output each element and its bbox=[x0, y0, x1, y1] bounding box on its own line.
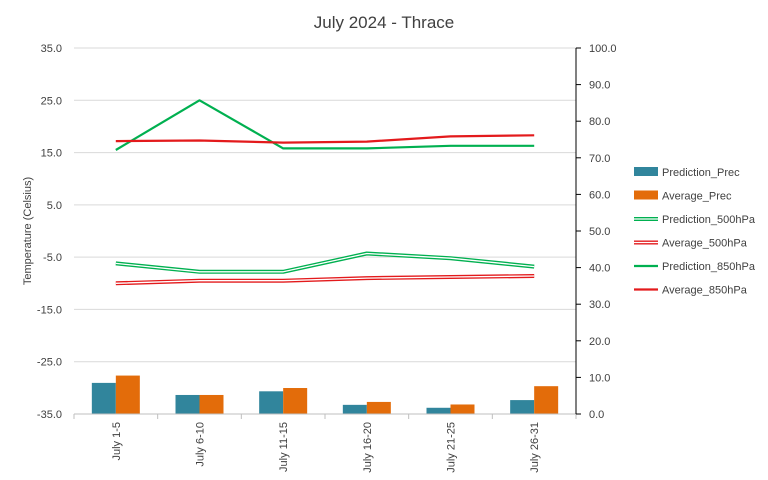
legend-prediction-prec-swatch bbox=[634, 167, 658, 176]
legend-average-prec-label: Average_Prec bbox=[662, 191, 732, 203]
y-tick-label: -35.0 bbox=[37, 409, 62, 421]
bar-prediction-prec bbox=[342, 404, 367, 414]
bar-average-prec bbox=[199, 394, 224, 414]
x-tick-label: July 6-10 bbox=[195, 422, 207, 467]
y2-tick-label: 60.0 bbox=[589, 189, 610, 201]
bar-prediction-prec bbox=[510, 400, 535, 414]
bar-average-prec bbox=[450, 404, 475, 414]
y2-tick-label: 80.0 bbox=[589, 116, 610, 128]
legend-average-850hpa-label: Average_850hPa bbox=[662, 285, 748, 297]
bar-average-prec bbox=[283, 388, 308, 414]
bar-prediction-prec bbox=[259, 391, 284, 414]
x-tick-label: July 11-15 bbox=[278, 422, 290, 472]
y2-tick-label: 10.0 bbox=[589, 372, 610, 384]
line-average-500hpa-inner bbox=[115, 275, 535, 284]
y2-tick-label: 30.0 bbox=[589, 299, 610, 311]
y-tick-label: 5.0 bbox=[47, 200, 62, 212]
legend-average-500hpa-label: Average_500hPa bbox=[662, 238, 748, 250]
line-average-850hpa bbox=[115, 134, 535, 144]
bar-average-prec bbox=[366, 401, 391, 414]
x-axis-ticks: July 1-5 July 6-10 July 11-15 July 16-20 Jul… bbox=[111, 422, 541, 473]
y-tick-label: -15.0 bbox=[37, 304, 62, 316]
y2-tick-label: 20.0 bbox=[589, 336, 610, 348]
chart-title: July 2024 - Thrace bbox=[314, 13, 454, 32]
legend: Prediction_Prec Average_Prec Prediction_50… bbox=[634, 167, 756, 297]
legend-prediction-850hpa-label: Prediction_850hPa bbox=[662, 261, 756, 273]
bars bbox=[91, 375, 559, 414]
y2-tick-label: 100.0 bbox=[589, 43, 617, 55]
x-tick-label: July 16-20 bbox=[362, 422, 374, 473]
y-tick-label: -5.0 bbox=[43, 252, 62, 264]
bar-average-prec bbox=[115, 375, 140, 414]
legend-prediction-prec-label: Prediction_Prec bbox=[662, 167, 740, 179]
x-tick-label: July 1-5 bbox=[111, 422, 123, 461]
y-tick-label: 35.0 bbox=[41, 43, 62, 55]
legend-prediction-500hpa-label: Prediction_500hPa bbox=[662, 214, 756, 226]
y2-axis-ticks: 100.0 90.0 80.0 70.0 60.0 50.0 40.0 30.0 20.0 10.… bbox=[576, 43, 617, 421]
x-tick-label: July 26-31 bbox=[529, 422, 541, 473]
y-tick-label: -25.0 bbox=[37, 357, 62, 369]
legend-average-prec-swatch bbox=[634, 190, 658, 200]
y2-tick-label: 90.0 bbox=[589, 80, 610, 92]
y-axis-label: Temperature (Celsius) bbox=[22, 177, 34, 285]
bar-prediction-prec bbox=[426, 407, 451, 414]
y2-tick-label: 50.0 bbox=[589, 226, 610, 238]
bar-prediction-prec bbox=[175, 394, 200, 414]
y2-tick-label: 40.0 bbox=[589, 263, 610, 275]
x-tick-label: July 21-25 bbox=[446, 422, 458, 473]
y2-tick-label: 70.0 bbox=[589, 153, 610, 165]
line-prediction-500hpa-inner bbox=[115, 252, 535, 273]
bar-prediction-prec bbox=[91, 382, 116, 414]
bar-average-prec bbox=[534, 386, 559, 414]
line-prediction-850hpa bbox=[115, 99, 535, 151]
y2-tick-label: 0.0 bbox=[589, 409, 604, 421]
series-lines bbox=[115, 99, 535, 286]
y-axis-ticks: 35.0 25.0 15.0 5.0 -5.0 -15.0 -25.0 -35.0 bbox=[37, 43, 62, 421]
y-tick-label: 15.0 bbox=[41, 148, 62, 160]
y-tick-label: 25.0 bbox=[41, 95, 62, 107]
